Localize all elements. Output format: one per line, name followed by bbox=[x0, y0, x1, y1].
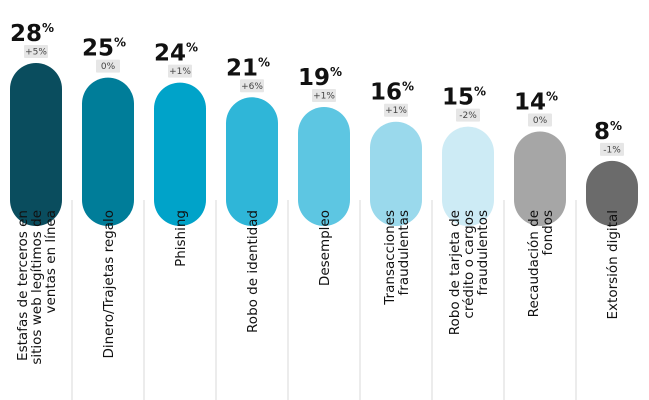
value-label: 24% bbox=[154, 41, 198, 67]
bar bbox=[298, 107, 350, 226]
bar bbox=[154, 82, 206, 226]
category-line: Dinero/Trajetas regalo bbox=[101, 210, 117, 359]
bar bbox=[226, 97, 278, 226]
category-label: Desempleo bbox=[317, 210, 333, 286]
value-label: 16% bbox=[370, 80, 414, 106]
category-line: Phishing bbox=[173, 210, 189, 267]
bar bbox=[442, 126, 494, 226]
value-label: 21% bbox=[226, 55, 270, 81]
category-label: Robo de identidad bbox=[245, 210, 261, 333]
value-suffix: % bbox=[114, 36, 126, 50]
category-line: Robo de identidad bbox=[245, 210, 261, 333]
category-label: Recaudación defondos bbox=[526, 210, 556, 317]
value-suffix: % bbox=[546, 90, 558, 104]
value-label: 14% bbox=[514, 90, 558, 116]
category-text: Robo de tarjeta decrédito o cargosfraudu… bbox=[447, 210, 491, 335]
change-label: 0% bbox=[533, 116, 548, 126]
change-badge bbox=[168, 64, 192, 78]
change-label: +1% bbox=[385, 106, 407, 116]
category-text: Desempleo bbox=[317, 210, 333, 286]
category-label: Extorsión digital bbox=[605, 210, 621, 319]
value-label: 28% bbox=[10, 21, 54, 47]
change-label: +1% bbox=[313, 92, 335, 102]
category-line: ventas en línea bbox=[43, 210, 59, 314]
change-label: -2% bbox=[459, 111, 477, 121]
category-line: Desempleo bbox=[317, 210, 333, 286]
category-line: fraudulentos bbox=[475, 210, 491, 295]
change-label: -1% bbox=[603, 145, 621, 155]
change-badge bbox=[456, 108, 480, 122]
change-badge bbox=[600, 142, 624, 156]
bar bbox=[82, 77, 134, 226]
category-line: Robo de tarjeta de bbox=[447, 210, 463, 335]
value-suffix: % bbox=[258, 55, 270, 69]
value-suffix: % bbox=[402, 80, 414, 94]
value-label: 25% bbox=[82, 36, 126, 62]
change-label: +6% bbox=[241, 82, 263, 92]
category-text: Recaudación defondos bbox=[526, 210, 556, 317]
category-label: Robo de tarjeta decrédito o cargosfraudu… bbox=[447, 210, 491, 335]
category-line: fondos bbox=[540, 210, 556, 255]
category-line: crédito o cargos bbox=[461, 210, 477, 319]
value-suffix: % bbox=[474, 85, 486, 99]
value-label: 19% bbox=[298, 65, 342, 91]
category-line: Estafas de terceros en bbox=[15, 210, 31, 361]
category-text: Estafas de terceros ensitios web legítim… bbox=[15, 210, 59, 365]
bar bbox=[514, 131, 566, 226]
change-badge bbox=[384, 103, 408, 117]
category-line: fraudulentas bbox=[396, 210, 412, 295]
category-line: Transacciones bbox=[382, 210, 398, 306]
category-line: Recaudación de bbox=[526, 210, 542, 317]
category-line: sitios web legítimos de bbox=[29, 210, 45, 365]
category-text: Extorsión digital bbox=[605, 210, 621, 319]
value-suffix: % bbox=[610, 119, 622, 133]
value-suffix: % bbox=[330, 65, 342, 79]
category-text: Transaccionesfraudulentas bbox=[382, 210, 412, 306]
change-label: 0% bbox=[101, 62, 116, 72]
change-badge bbox=[24, 45, 48, 58]
change-label: +5% bbox=[25, 48, 47, 58]
category-text: Phishing bbox=[173, 210, 189, 267]
category-label: Transaccionesfraudulentas bbox=[382, 210, 412, 306]
category-label: Estafas de terceros ensitios web legítim… bbox=[15, 210, 59, 365]
value-suffix: % bbox=[186, 41, 198, 55]
bar bbox=[10, 63, 62, 226]
change-badge bbox=[96, 59, 120, 73]
value-label: 15% bbox=[442, 85, 486, 111]
change-label: +1% bbox=[169, 67, 191, 77]
change-badge bbox=[312, 89, 336, 103]
bar bbox=[586, 160, 638, 226]
value-label: 8% bbox=[594, 119, 622, 145]
change-badge bbox=[240, 79, 264, 93]
category-text: Robo de identidad bbox=[245, 210, 261, 333]
category-label: Dinero/Trajetas regalo bbox=[101, 210, 117, 359]
bar bbox=[370, 121, 422, 226]
change-badge bbox=[528, 113, 552, 127]
category-text: Dinero/Trajetas regalo bbox=[101, 210, 117, 359]
category-label: Phishing bbox=[173, 210, 189, 267]
category-line: Extorsión digital bbox=[605, 210, 621, 319]
value-suffix: % bbox=[42, 21, 54, 35]
